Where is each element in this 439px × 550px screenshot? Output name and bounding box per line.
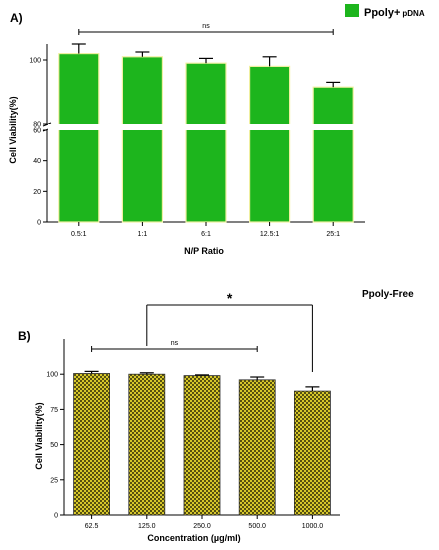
x-ticks: 0.5:1 1:1 6:1 12.5:1 25:1 [71, 222, 340, 238]
x-tick-label: 1:1 [138, 231, 148, 238]
bar [312, 86, 354, 223]
x-tick-label: 500.0 [248, 523, 266, 530]
y-tick-label: 50 [50, 442, 58, 449]
bar [58, 52, 100, 223]
bar [293, 390, 331, 516]
panel-a: A) Ppoly+ pDNA Cell Viability(%) N/P Rati… [8, 4, 425, 256]
significance-label: ns [202, 23, 210, 30]
panel-a-label: A) [10, 11, 23, 25]
y-tick-label: 40 [33, 158, 41, 165]
x-tick-label: 250.0 [193, 523, 211, 530]
bar [73, 373, 110, 516]
x-axis-title: Concentration (µg/ml) [147, 533, 240, 543]
significance-label: ns [171, 340, 179, 347]
bar [128, 373, 166, 516]
y-tick-label: 60 [33, 128, 41, 135]
x-tick-label: 125.0 [138, 523, 156, 530]
x-tick-label: 1000.0 [302, 523, 324, 530]
x-tick-label: 0.5:1 [71, 231, 87, 238]
bar [121, 56, 164, 223]
panel-b-title: Ppoly-Free [362, 289, 414, 300]
axis-break-gap [48, 124, 365, 130]
error-bars [71, 43, 341, 88]
legend-swatch [345, 4, 359, 17]
panel-b-label: B) [18, 329, 31, 343]
significance-annotations: ns * [91, 290, 313, 372]
y-tick-label: 20 [33, 189, 41, 196]
y-ticks: 0 25 50 75 100 [46, 372, 64, 520]
significance-label: * [227, 290, 233, 306]
x-tick-label: 25:1 [326, 231, 340, 238]
x-tick-label: 6:1 [201, 231, 211, 238]
bars [73, 373, 331, 516]
y-tick-label: 25 [50, 477, 58, 484]
legend: Ppoly+ pDNA [345, 4, 425, 19]
y-tick-label: 0 [37, 220, 41, 227]
bars [58, 52, 354, 223]
y-axis-title: Cell Viability(%) [8, 96, 18, 163]
legend-label: Ppoly+ pDNA [364, 7, 425, 19]
error-bars [84, 370, 320, 392]
bar [185, 62, 227, 223]
y-axis-title: Cell Viability(%) [34, 402, 44, 469]
y-tick-label: 100 [46, 372, 58, 379]
y-tick-label: 80 [33, 122, 41, 129]
x-tick-label: 12.5:1 [260, 231, 280, 238]
y-tick-label: 0 [54, 513, 58, 520]
significance-annotations: ns [78, 23, 334, 35]
axis-break-band [48, 124, 365, 130]
legend-label-sub: pDNA [402, 9, 424, 18]
legend-label-main: Ppoly+ [364, 7, 400, 19]
x-axis-title: N/P Ratio [184, 246, 224, 256]
x-ticks: 62.5 125.0 250.0 500.0 1000.0 [85, 515, 323, 530]
x-tick-label: 62.5 [85, 523, 99, 530]
y-tick-label: 100 [29, 58, 41, 65]
y-tick-label: 75 [50, 407, 58, 414]
bar [183, 375, 221, 516]
bar [249, 65, 291, 223]
panel-b: B) Ppoly-Free Cell Viability(%) Concentr… [18, 289, 414, 543]
bar [238, 379, 276, 516]
